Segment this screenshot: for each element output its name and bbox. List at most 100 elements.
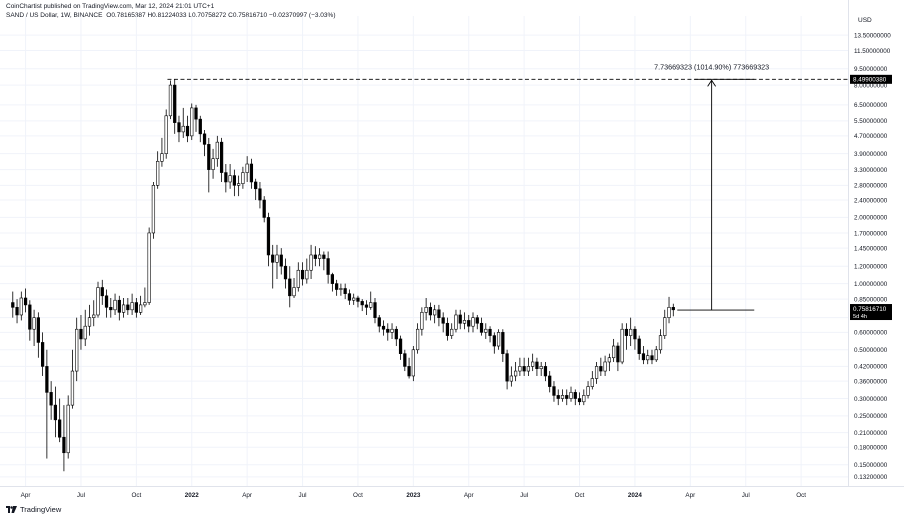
candle-up (390, 328, 394, 333)
candle-up (211, 158, 215, 170)
candle-down (266, 217, 271, 256)
candle-up (539, 366, 543, 370)
candle-down (364, 304, 369, 308)
y-tick-label: 2.00000000 (854, 215, 888, 222)
candle-down (548, 375, 552, 387)
y-tick-label: 0.15000000 (854, 462, 888, 469)
y-tick-label: 2.80000000 (854, 183, 888, 190)
range-measure-label: 7.73669323 (1014.90%) 773669323 (654, 62, 769, 71)
candle-down (637, 338, 641, 354)
candle-up (296, 269, 300, 288)
candle-down (300, 269, 305, 280)
symbol-label: SAND / US Dollar, 1W, BINANCE (6, 12, 103, 19)
candle-down (134, 302, 138, 313)
candle-down (224, 172, 228, 183)
candle-down (254, 181, 258, 190)
low-value: L0.70758272 (188, 12, 227, 19)
candle-up (75, 328, 79, 372)
x-tick-label: Jul (520, 492, 528, 499)
candle-up (275, 254, 279, 263)
change-value: −0.02370997 (−3.03%) (268, 12, 336, 19)
last-price-label: 0.75816710 (853, 306, 887, 313)
candle-down (565, 395, 569, 399)
candle-up (518, 366, 522, 372)
candle-down (232, 175, 236, 186)
candle-up (658, 335, 663, 351)
x-tick-label: Apr (242, 492, 252, 499)
candle-down (522, 366, 526, 372)
candle-down (386, 328, 390, 333)
candle-up (156, 161, 160, 186)
candle-up (96, 287, 100, 316)
candle-down (479, 322, 484, 333)
y-tick-label: 0.13200000 (854, 474, 888, 481)
candle-up (646, 355, 650, 361)
candle-down (194, 107, 198, 120)
x-tick-label: Jul (299, 492, 307, 499)
candle-down (322, 254, 326, 259)
candle-up (245, 163, 249, 173)
drawing-overlay: 7.73669323 (1014.90%) 773669323 (167, 62, 848, 311)
candle-up (569, 392, 573, 399)
candle-down (467, 320, 471, 327)
y-tick-label: 9.50000000 (854, 66, 888, 73)
candle-up (168, 84, 173, 117)
x-tick-label: Oct (353, 492, 363, 499)
candle-down (79, 328, 83, 340)
currency-label[interactable]: USD (858, 17, 872, 24)
high-value: H0.81224033 (147, 12, 187, 19)
candle-down (650, 355, 654, 361)
candle-down (23, 297, 28, 306)
y-tick-label: 1.20000000 (854, 263, 888, 270)
candle-up (143, 302, 147, 306)
candle-down (173, 84, 177, 123)
candle-down (556, 395, 560, 399)
x-tick-label: Jul (742, 492, 750, 499)
candle-up (66, 404, 70, 454)
candle-up (603, 361, 607, 372)
candle-up (531, 361, 535, 367)
level-price-label: 8.49900380 (853, 77, 887, 84)
x-tick-label: Apr (685, 492, 695, 499)
x-tick-label: Oct (575, 492, 585, 499)
candle-down (458, 314, 462, 324)
candle-up (582, 395, 586, 403)
candle-down (219, 141, 224, 173)
candle-up (92, 314, 96, 318)
candle-down (398, 338, 403, 354)
candle-up (433, 309, 437, 316)
candle-up (164, 115, 168, 154)
candle-up (190, 107, 194, 137)
x-tick-label: 2024 (628, 492, 643, 499)
candle-up (420, 312, 424, 330)
last-price-tag (850, 304, 892, 321)
candle-down (271, 254, 275, 263)
x-tick-label: Jul (77, 492, 85, 499)
x-tick-label: Oct (131, 492, 141, 499)
y-tick-label: 0.50000000 (854, 347, 888, 354)
candle-down (535, 361, 539, 370)
candle-down (573, 392, 577, 399)
candle-down (58, 419, 62, 438)
candle-down (177, 122, 181, 133)
candle-down (403, 353, 407, 367)
y-tick-label: 3.90000000 (854, 151, 888, 158)
candle-up (607, 357, 611, 363)
candle-up (484, 328, 488, 333)
candle-up (411, 349, 415, 377)
candle-down (633, 328, 637, 340)
y-tick-label: 5.50000000 (854, 118, 888, 125)
footer[interactable]: TradingView (6, 505, 61, 514)
y-tick-label: 3.30000000 (854, 167, 888, 174)
brand-label: TradingView (20, 505, 62, 514)
candle-up (87, 317, 92, 327)
candle-up (339, 288, 343, 290)
candle-down (671, 307, 675, 311)
level-price-tag (850, 74, 892, 84)
y-tick-label: 0.21000000 (854, 430, 888, 437)
candle-down (45, 366, 49, 393)
candle-down (104, 295, 109, 308)
candle-down (11, 302, 15, 308)
candle-up (560, 395, 565, 399)
